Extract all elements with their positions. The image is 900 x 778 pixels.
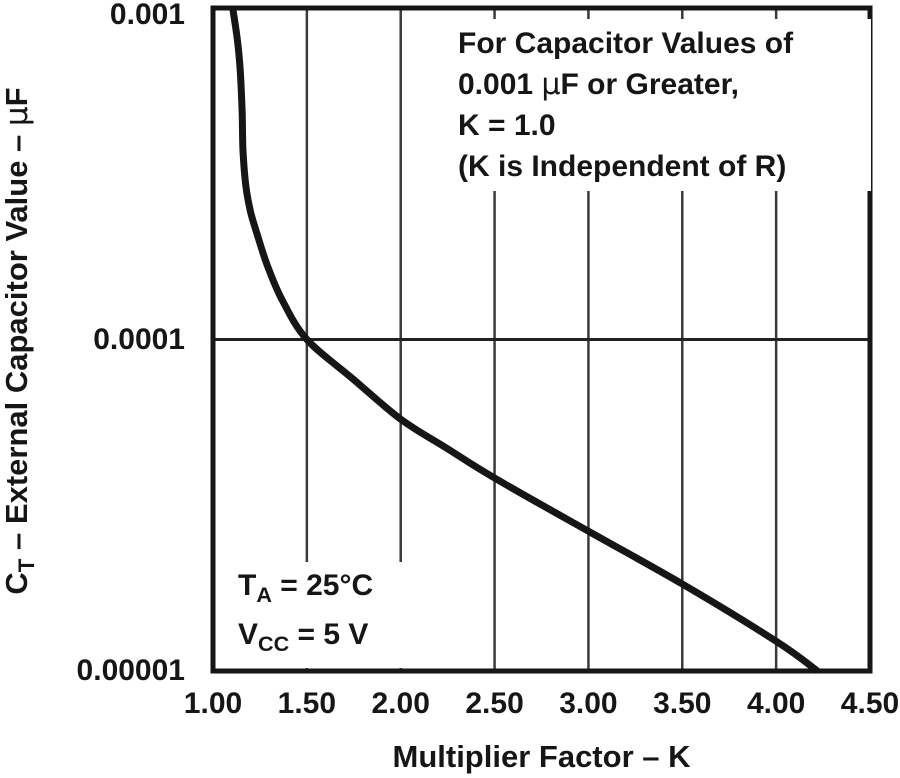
note-annotation: For Capacitor Values of 0.001 μF or Grea… <box>449 19 871 191</box>
x-tick-label: 1.00 <box>183 687 243 720</box>
y-axis-unit: F <box>0 87 34 107</box>
x-tick-label: 3.50 <box>653 687 712 720</box>
condition-value: = 5 V <box>289 618 369 652</box>
x-tick-label: 4.00 <box>746 687 806 720</box>
y-axis-symbol-subscript: T <box>14 558 40 573</box>
x-tick-label: 2.50 <box>465 687 524 720</box>
x-tick-label: 1.50 <box>277 687 337 720</box>
note-line-3: K = 1.0 <box>458 109 556 142</box>
y-axis-symbol: C <box>0 572 34 595</box>
mu-symbol: μ <box>0 106 35 127</box>
note-line-1: For Capacitor Values of <box>458 27 794 60</box>
x-tick-label: 3.00 <box>559 687 618 720</box>
plot-border <box>210 5 873 674</box>
note-line-4: (K is Independent of R) <box>458 150 787 183</box>
capacitance-curve <box>229 7 820 674</box>
condition-subscript: A <box>256 582 272 608</box>
condition-symbol: V <box>238 618 259 652</box>
mu-symbol: μ <box>541 67 561 102</box>
y-tick-label: 0.001 <box>109 0 185 31</box>
condition-ambient-temperature: TA = 25°C <box>238 566 434 615</box>
y-tick-label: 0.00001 <box>76 654 185 687</box>
y-axis-title-text: – External Capacitor Value – <box>0 126 34 559</box>
test-conditions: TA = 25°C VCC = 5 V <box>231 562 441 669</box>
y-tick-label: 0.0001 <box>93 322 185 356</box>
x-tick-label: 4.50 <box>840 687 900 720</box>
condition-subscript: CC <box>258 631 290 657</box>
condition-symbol: T <box>238 569 257 602</box>
condition-supply-voltage: VCC = 5 V <box>238 615 434 664</box>
x-axis-title: Multiplier Factor – K <box>392 739 691 774</box>
note-line-2: 0.001 μF or Greater, <box>458 64 862 105</box>
y-axis-title: CT – External Capacitor Value – μF <box>0 87 43 595</box>
note-line-2-text: F or Greater, <box>560 68 739 101</box>
x-tick-label: 2.00 <box>371 687 430 720</box>
condition-value: = 25°C <box>271 569 374 602</box>
note-line-2-text: 0.001 <box>458 68 542 101</box>
